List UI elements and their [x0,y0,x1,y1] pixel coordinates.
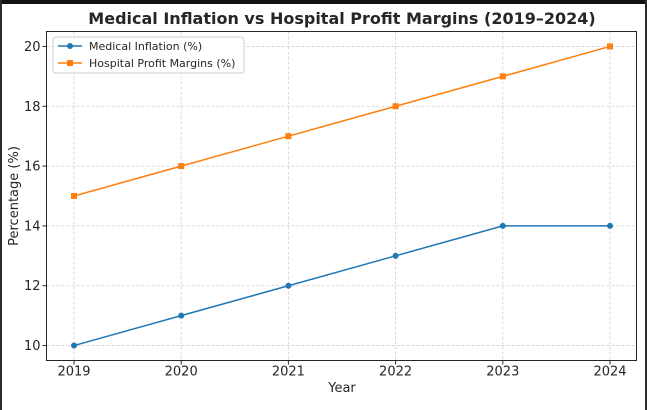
legend-box [52,36,245,74]
plot-frame [46,31,637,361]
data-point-square [71,193,77,199]
y-tick-label: 16 [24,160,41,175]
data-point-circle [285,282,292,289]
x-tick-label: 2023 [486,365,519,380]
grid [46,31,637,361]
chart-title: Medical Inflation vs Hospital Profit Mar… [88,9,595,28]
series-line-2 [73,45,611,197]
y-tick-label: 10 [24,339,41,354]
window-left-border [0,0,2,410]
data-point-square [178,163,185,170]
x-tick-label: 2019 [57,365,90,380]
data-point-square [607,43,613,50]
data-point-square [392,103,399,110]
x-tick-label: 2021 [272,365,305,380]
legend-marker-square [67,60,73,66]
y-tick-label: 14 [24,219,41,234]
window-top-border [0,0,647,4]
x-tick-label: 2024 [593,365,626,380]
data-point-square [285,133,292,140]
x-axis-ticks: 2019 2020 2021 2022 2023 2024 [57,360,627,380]
x-axis-label: Year [327,381,356,396]
data-point-square [499,73,506,80]
data-point-circle [71,342,77,349]
y-tick-label: 20 [24,40,41,55]
x-tick-label: 2020 [165,365,198,380]
data-point-circle [392,252,399,259]
legend-marker-circle [67,43,73,49]
window-right-border [645,0,647,410]
y-axis-ticks: 10 12 14 16 18 20 [24,40,47,354]
data-point-circle [499,222,506,229]
series-layer [71,43,613,349]
legend-label: Medical Inflation (%) [89,40,202,53]
legend-label: Hospital Profit Margins (%) [89,57,235,70]
y-tick-label: 18 [24,100,41,115]
series-line-1 [73,225,610,347]
y-tick-label: 12 [24,279,41,294]
data-point-circle [178,312,185,319]
y-axis-label: Percentage (%) [7,146,22,246]
legend: Medical Inflation (%) Hospital Profit Mar… [52,36,245,74]
data-point-circle [607,222,613,229]
x-tick-label: 2022 [379,365,412,380]
